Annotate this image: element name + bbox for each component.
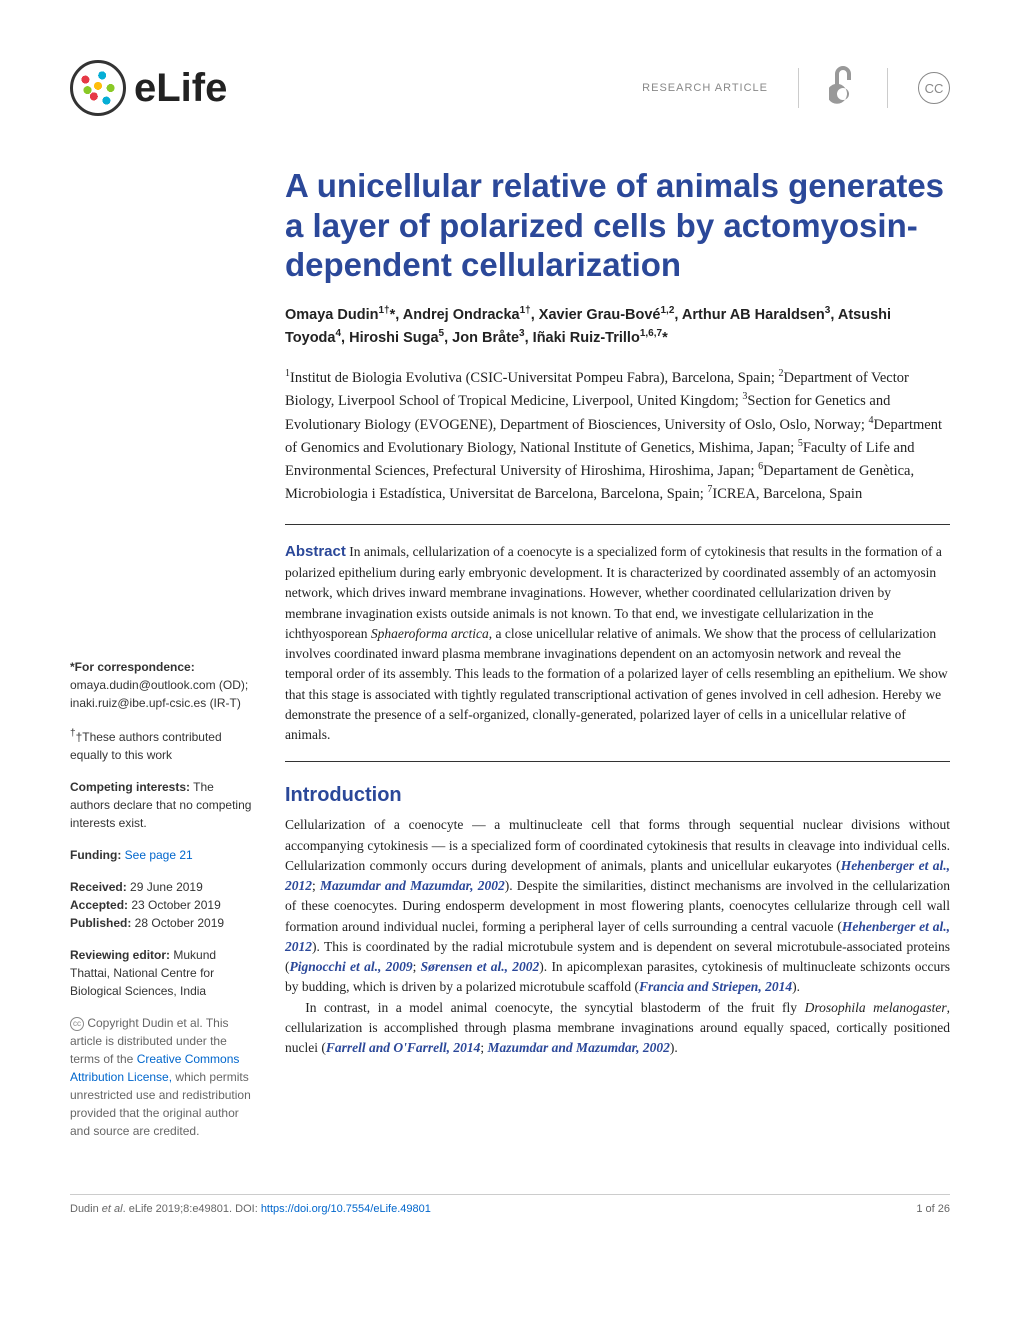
correspondence-label: *For correspondence: [70, 660, 195, 674]
intro-para-1: Cellularization of a coenocyte — a multi… [285, 815, 950, 997]
abstract: Abstract In animals, cellularization of … [285, 541, 950, 746]
copyright-block: cc Copyright Dudin et al. This article i… [70, 1014, 255, 1140]
cc-license-icon: CC [918, 72, 950, 104]
open-access-icon [829, 64, 857, 113]
journal-name: eLife [134, 66, 227, 111]
journal-logo: eLife [70, 60, 227, 116]
author-list: Omaya Dudin1†*, Andrej Ondracka1†, Xavie… [285, 303, 950, 350]
page-header: eLife RESEARCH ARTICLE CC [70, 60, 950, 116]
abstract-label: Abstract [285, 543, 346, 560]
page-footer: Dudin et al. eLife 2019;8:e49801. DOI: h… [70, 1194, 950, 1215]
header-meta: RESEARCH ARTICLE CC [642, 64, 950, 113]
introduction-heading: Introduction [285, 784, 950, 807]
divider [887, 68, 888, 108]
sidebar: *For correspondence: omaya.dudin@outlook… [70, 658, 255, 1154]
correspondence-block: *For correspondence: omaya.dudin@outlook… [70, 658, 255, 712]
funding-label: Funding: [70, 848, 121, 862]
article-type-label: RESEARCH ARTICLE [642, 82, 768, 94]
funding-block: Funding: See page 21 [70, 846, 255, 864]
cc-mark-icon: cc [70, 1017, 84, 1031]
intro-para-2: In contrast, in a model animal coenocyte… [285, 998, 950, 1059]
competing-label: Competing interests: [70, 780, 190, 794]
main-content: Omaya Dudin1†*, Andrej Ondracka1†, Xavie… [285, 303, 950, 1154]
affiliations: 1Institut de Biologia Evolutiva (CSIC-Un… [285, 366, 950, 506]
equal-contrib-note: ††These authors contributed equally to t… [70, 726, 255, 764]
footer-citation: Dudin et al. eLife 2019;8:e49801. DOI: h… [70, 1203, 431, 1215]
doi-link[interactable]: https://doi.org/10.7554/eLife.49801 [261, 1203, 431, 1215]
rule [285, 761, 950, 762]
abstract-body: In animals, cellularization of a coenocy… [285, 544, 948, 743]
elife-logo-icon [70, 60, 126, 116]
reviewing-editor-block: Reviewing editor: Mukund Thattai, Nation… [70, 946, 255, 1000]
divider [798, 68, 799, 108]
correspondence-emails: omaya.dudin@outlook.com (OD); inaki.ruiz… [70, 678, 248, 710]
rule [285, 524, 950, 525]
competing-interests-block: Competing interests: The authors declare… [70, 778, 255, 832]
dates-block: Received: 29 June 2019 Accepted: 23 Octo… [70, 878, 255, 932]
article-title: A unicellular relative of animals genera… [285, 166, 950, 285]
funding-link[interactable]: See page 21 [121, 848, 192, 862]
page-number: 1 of 26 [916, 1203, 950, 1215]
